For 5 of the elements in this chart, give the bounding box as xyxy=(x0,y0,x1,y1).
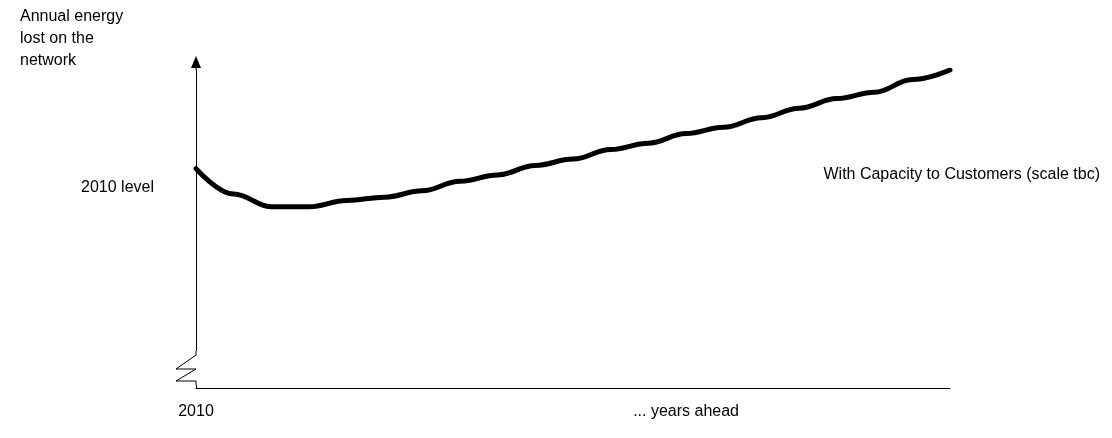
text: With Capacity to Customers (scale tbc) xyxy=(823,165,1100,183)
x-tick-label: 2010 xyxy=(178,401,214,419)
x-tick-label: ... years ahead xyxy=(633,401,740,419)
text: 2010 level xyxy=(81,178,154,196)
y-axis-title: Annual energy lost on the network xyxy=(20,6,128,68)
